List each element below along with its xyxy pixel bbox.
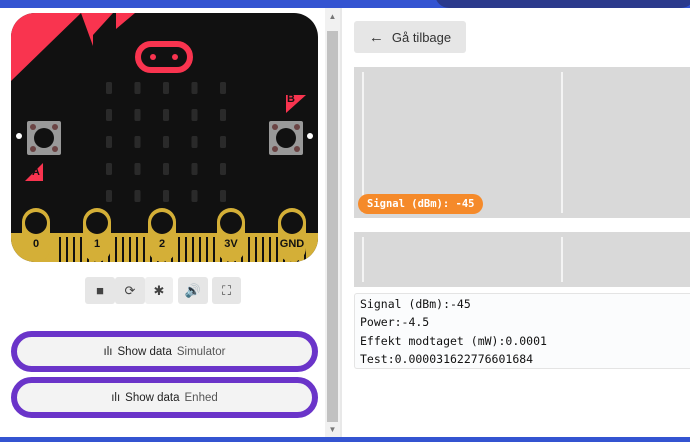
edge-connector-line [213, 237, 215, 262]
led [134, 163, 141, 175]
edge-connector-line [199, 237, 201, 262]
edge-connector-line [122, 237, 124, 262]
led [191, 190, 198, 202]
led [106, 163, 112, 175]
bar-chart-icon: ılı [111, 391, 121, 404]
led [163, 163, 169, 175]
show-data-label: Show data [125, 391, 180, 404]
pin-label[interactable]: GND [279, 238, 305, 250]
edge-connector-line [192, 237, 194, 262]
edge-connector-line [66, 237, 68, 262]
led [134, 82, 141, 94]
show-data-label: Show data [117, 345, 172, 358]
stop-icon[interactable]: ■ [85, 277, 115, 304]
led [191, 163, 198, 175]
data-chart [354, 67, 690, 218]
edge-connector-line [73, 237, 75, 262]
scroll-down-icon[interactable]: ▼ [328, 425, 337, 434]
data-chart-secondary [354, 232, 690, 287]
pin-hole [86, 212, 108, 234]
edge-connector-line [178, 237, 180, 262]
led [163, 190, 169, 202]
edge-connector-line [143, 237, 145, 262]
button-b-label: B [287, 93, 295, 105]
pin-label[interactable]: 0 [32, 238, 40, 250]
led [106, 190, 112, 202]
led [106, 136, 112, 148]
led [220, 190, 226, 202]
led [163, 136, 169, 148]
pin-label[interactable]: 2 [158, 238, 166, 250]
edge-connector-line [136, 237, 138, 262]
show-data-simulator-button[interactable]: ılı Show data Simulator [11, 331, 318, 372]
back-button[interactable]: ← Gå tilbage [354, 21, 466, 53]
led [220, 82, 226, 94]
console-line: Test:0.000031622776601684 [360, 351, 534, 366]
led [163, 82, 169, 94]
microbit-simulator[interactable]: A B 0 1 2 3V GND [11, 13, 318, 262]
scroll-up-icon[interactable]: ▲ [328, 12, 337, 21]
console-line: Signal (dBm):-45 [360, 297, 471, 311]
show-data-source: Enhed [184, 391, 218, 404]
edge-connector-line [129, 237, 131, 262]
back-button-label: Gå tilbage [391, 29, 452, 45]
led [134, 190, 141, 202]
debug-icon[interactable]: ✱ [145, 277, 173, 304]
fullscreen-icon[interactable]: ⛶ [212, 277, 241, 304]
pin-hole [281, 212, 303, 234]
led [191, 136, 198, 148]
pin-label[interactable]: 1 [93, 238, 101, 250]
pin-hole [220, 212, 242, 234]
top-bar [0, 0, 690, 8]
edge-connector-line [115, 237, 117, 262]
scrollbar-thumb[interactable] [327, 31, 338, 422]
panel-divider[interactable] [340, 8, 342, 437]
led [220, 136, 226, 148]
led [191, 82, 198, 94]
serial-console: Signal (dBm):-45 Power:-4.5 Effekt modta… [354, 293, 690, 369]
edge-connector-line [185, 237, 187, 262]
edge-connector-line [255, 237, 257, 262]
led [106, 82, 112, 94]
console-line: Effekt modtaget (mW):0.0001 [360, 333, 547, 348]
microbit-board-graphic [11, 13, 318, 262]
bar-chart-icon: ılı [103, 345, 113, 358]
show-data-source: Simulator [176, 345, 226, 358]
led [134, 136, 141, 148]
led [106, 109, 112, 121]
pin-hole [151, 212, 173, 234]
led [163, 109, 169, 121]
edge-connector-line [59, 237, 61, 262]
led [134, 109, 141, 121]
console-line: Power:-4.5 [360, 315, 430, 330]
bottom-bar [0, 437, 690, 442]
pin-hole [25, 212, 47, 234]
arrow-left-icon: ← [368, 28, 384, 46]
edge-connector-line [276, 237, 278, 262]
edge-connector-line [248, 237, 250, 262]
edge-connector-line [262, 237, 264, 262]
signal-series-badge[interactable]: Signal (dBm): -45 [358, 194, 484, 214]
edge-connector-line [206, 237, 208, 262]
led [220, 109, 226, 121]
pin-label[interactable]: 3V [224, 238, 238, 250]
header-tab [435, 0, 690, 8]
edge-connector-line [269, 237, 271, 262]
restart-icon[interactable]: ⟳ [115, 277, 145, 304]
button-a-label: A [32, 166, 40, 178]
sound-icon[interactable]: 🔊 [178, 277, 208, 304]
led [191, 109, 198, 121]
edge-connector-line [80, 237, 82, 262]
show-data-device-button[interactable]: ılı Show data Enhed [11, 377, 318, 418]
led [220, 163, 226, 175]
